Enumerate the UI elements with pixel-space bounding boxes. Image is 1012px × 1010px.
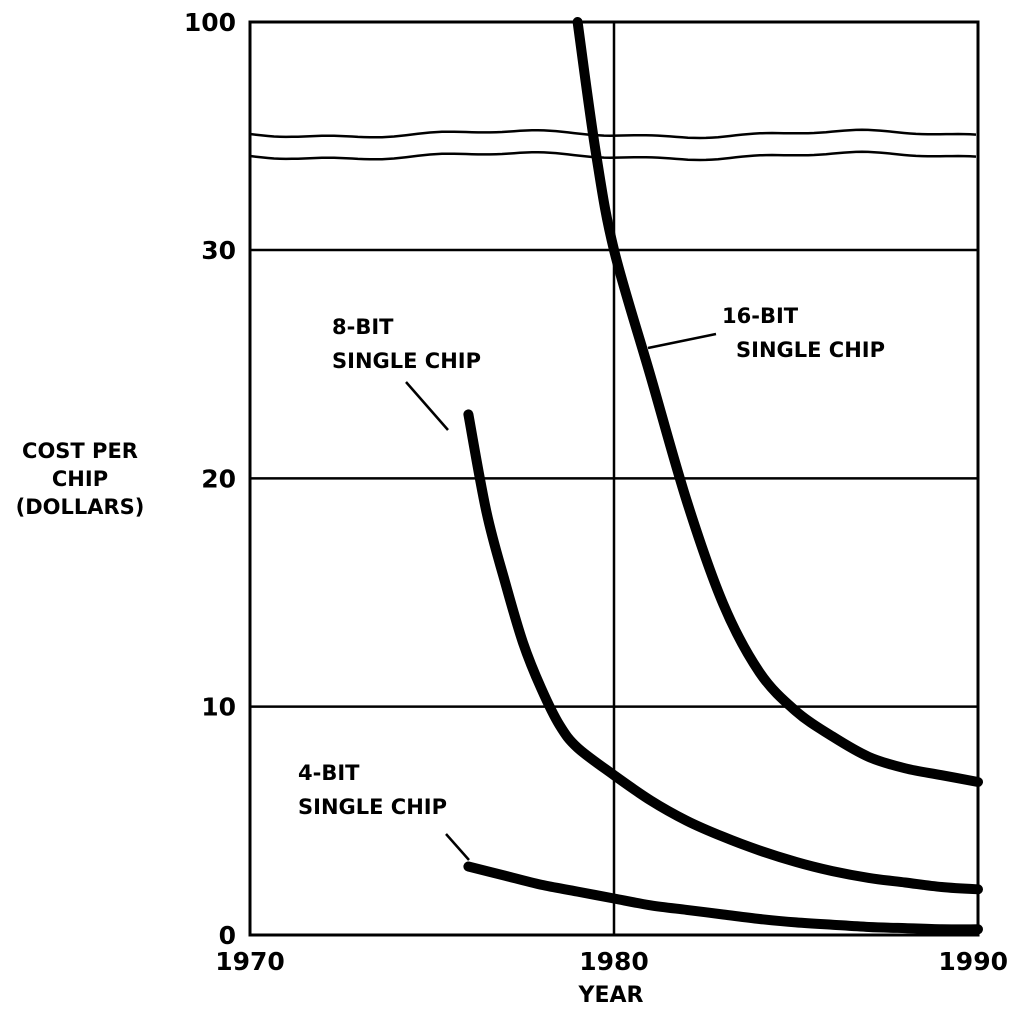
x-tick-1980: 1980 (579, 947, 649, 976)
series-label-4bit-line-2: SINGLE CHIP (298, 795, 447, 819)
axis-break-upper-line (249, 128, 977, 140)
x-tick-1990: 1990 (938, 947, 1008, 976)
plot-frame (248, 20, 980, 937)
y-axis-label-line-2: CHIP (52, 467, 108, 491)
leader-line-16bit (647, 332, 717, 350)
series-line-8bit (463, 409, 983, 895)
y-axis-label-line-1: COST PER (22, 439, 138, 463)
leader-line-4bit (445, 833, 470, 861)
axis-break-lower-line (249, 150, 977, 162)
y-tick-30: 30 (201, 236, 236, 265)
series-layer (463, 17, 983, 935)
series-line-4bit (463, 861, 983, 935)
series-label-4bit-line-1: 4-BIT (298, 761, 360, 785)
y-axis-label-line-3: (DOLLARS) (16, 495, 145, 519)
series-line-16bit (572, 17, 983, 787)
tick-labels: 0 10 20 30 100 1970 1980 1990 (184, 8, 1008, 976)
y-tick-20: 20 (201, 464, 236, 493)
x-tick-1970: 1970 (215, 947, 285, 976)
series-label-16bit-line-2: SINGLE CHIP (736, 338, 885, 362)
leader-line-8bit (405, 381, 449, 431)
series-label-8bit-line-2: SINGLE CHIP (332, 349, 481, 373)
y-tick-10: 10 (201, 693, 236, 722)
series-label-8bit-line-1: 8-BIT (332, 315, 394, 339)
x-axis-label: YEAR (578, 983, 644, 1008)
y-tick-0: 0 (219, 921, 236, 950)
y-tick-100: 100 (184, 8, 236, 37)
series-label-16bit-line-1: 16-BIT (722, 304, 799, 328)
